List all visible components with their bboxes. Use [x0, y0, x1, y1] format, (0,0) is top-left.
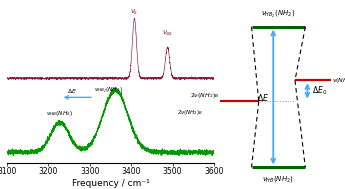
Text: $\nu_{as}$: $\nu_{as}$ — [162, 29, 173, 38]
Text: $\nu(NH_2)_{HB}$: $\nu(NH_2)_{HB}$ — [332, 76, 345, 85]
Text: $2\nu(NH_2)_B$: $2\nu(NH_2)_B$ — [190, 91, 219, 100]
Text: $\nu_{HB}(NH_2)$: $\nu_{HB}(NH_2)$ — [46, 109, 73, 118]
Text: $2\nu(NH_2)_B$: $2\nu(NH_2)_B$ — [177, 108, 203, 117]
X-axis label: Frequency / cm⁻¹: Frequency / cm⁻¹ — [71, 179, 149, 188]
Text: $\Delta E_0$: $\Delta E_0$ — [312, 85, 327, 97]
Text: $\nu_{HB_2}(NH_2)$: $\nu_{HB_2}(NH_2)$ — [94, 86, 123, 95]
Text: $\nu_{HB}(NH_2)$: $\nu_{HB}(NH_2)$ — [263, 174, 294, 184]
Text: $\nu_{HB_2}(NH_2)$: $\nu_{HB_2}(NH_2)$ — [261, 9, 296, 20]
Text: $\Delta E$: $\Delta E$ — [257, 91, 269, 103]
Text: $\Delta E$: $\Delta E$ — [67, 87, 77, 95]
Text: $\nu_s$: $\nu_s$ — [130, 7, 139, 17]
